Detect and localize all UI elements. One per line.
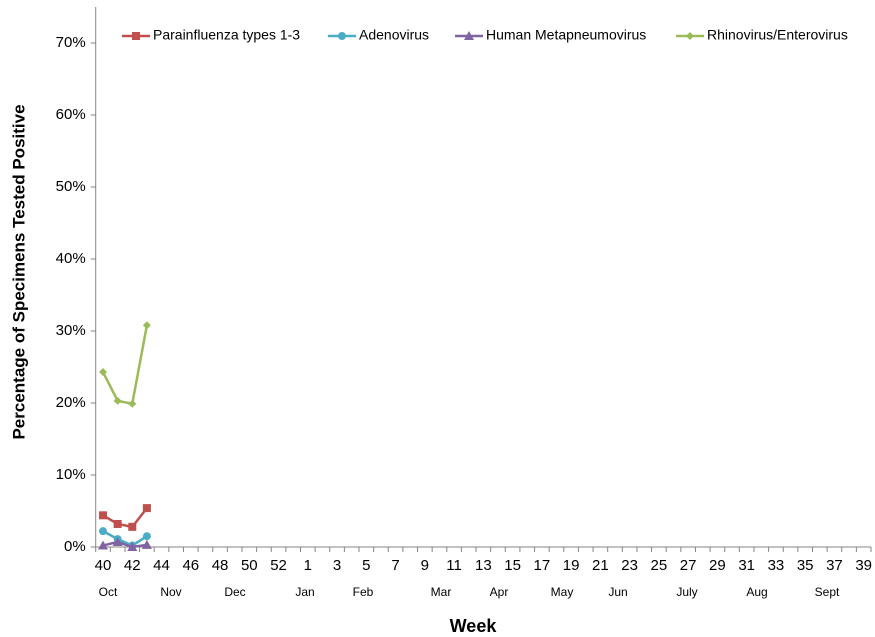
x-tick-label: 50 [241, 557, 258, 574]
x-tick-label: 40 [95, 557, 112, 574]
x-tick-label: 48 [212, 557, 229, 574]
month-label: Dec [224, 585, 245, 599]
marker [127, 542, 138, 551]
month-label: Jun [608, 585, 627, 599]
x-tick-label: 23 [621, 557, 638, 574]
x-tick-label: 39 [855, 557, 872, 574]
y-tick-label: 0% [64, 538, 86, 555]
marker [98, 540, 109, 550]
y-tick-label: 30% [56, 322, 86, 339]
marker [142, 504, 151, 513]
x-tick-label: 1 [304, 557, 312, 574]
y-tick-label: 20% [56, 394, 86, 411]
x-tick-label: 37 [826, 557, 843, 574]
month-label: Feb [353, 585, 374, 599]
marker [99, 527, 108, 536]
marker [338, 32, 346, 40]
x-tick-label: 44 [153, 557, 170, 574]
marker [142, 321, 151, 330]
month-label: Sept [815, 585, 840, 599]
x-tick-label: 19 [563, 557, 580, 574]
x-tick-label: 21 [592, 557, 609, 574]
marker [99, 368, 108, 377]
x-tick-label: 11 [446, 557, 462, 574]
x-tick-label: 52 [270, 557, 287, 574]
x-tick-label: 13 [475, 557, 492, 574]
series-line [102, 540, 148, 549]
month-label: Jan [295, 585, 314, 599]
y-tick-label: 60% [56, 106, 86, 123]
marker [464, 31, 474, 40]
x-tick-label: 35 [797, 557, 814, 574]
legend-label: Adenovirus [359, 27, 429, 43]
month-label: Apr [490, 585, 509, 599]
x-tick-label: 25 [651, 557, 668, 574]
marker [113, 396, 122, 405]
marker [99, 511, 108, 520]
x-tick-label: 15 [504, 557, 521, 574]
month-label: Mar [431, 585, 452, 599]
x-tick-label: 42 [124, 557, 141, 574]
legend-label: Rhinovirus/Enterovirus [707, 27, 848, 43]
marker [128, 399, 137, 408]
marker [113, 519, 122, 528]
month-label: Nov [160, 585, 181, 599]
marker [142, 532, 151, 541]
y-tick-label: 70% [56, 34, 86, 51]
x-tick-label: 7 [391, 557, 399, 574]
y-axis-title: Percentage of Specimens Tested Positive [9, 104, 28, 439]
month-label: Aug [746, 585, 767, 599]
series-line [102, 530, 148, 547]
legend-label: Parainfluenza types 1-3 [153, 27, 300, 43]
marker [132, 32, 140, 40]
x-tick-label: 27 [680, 557, 697, 574]
series-line [102, 507, 148, 529]
y-tick-label: 10% [56, 466, 86, 483]
marker [128, 522, 137, 531]
x-tick-label: 46 [182, 557, 199, 574]
x-axis-title: Week [450, 616, 498, 636]
x-tick-label: 3 [333, 557, 341, 574]
month-label: May [551, 585, 574, 599]
x-tick-label: 17 [534, 557, 551, 574]
x-tick-label: 33 [768, 557, 785, 574]
marker [141, 539, 152, 549]
marker [112, 536, 123, 546]
month-label: July [676, 585, 697, 599]
month-label: Oct [99, 585, 118, 599]
x-tick-label: 5 [362, 557, 370, 574]
marker [686, 32, 694, 40]
x-tick-label: 9 [421, 557, 429, 574]
series-line [101, 325, 149, 406]
legend-label: Human Metapneumovirus [486, 27, 646, 43]
y-tick-label: 50% [56, 178, 86, 195]
y-tick-label: 40% [56, 250, 86, 267]
x-tick-label: 29 [709, 557, 726, 574]
x-tick-label: 31 [738, 557, 755, 574]
